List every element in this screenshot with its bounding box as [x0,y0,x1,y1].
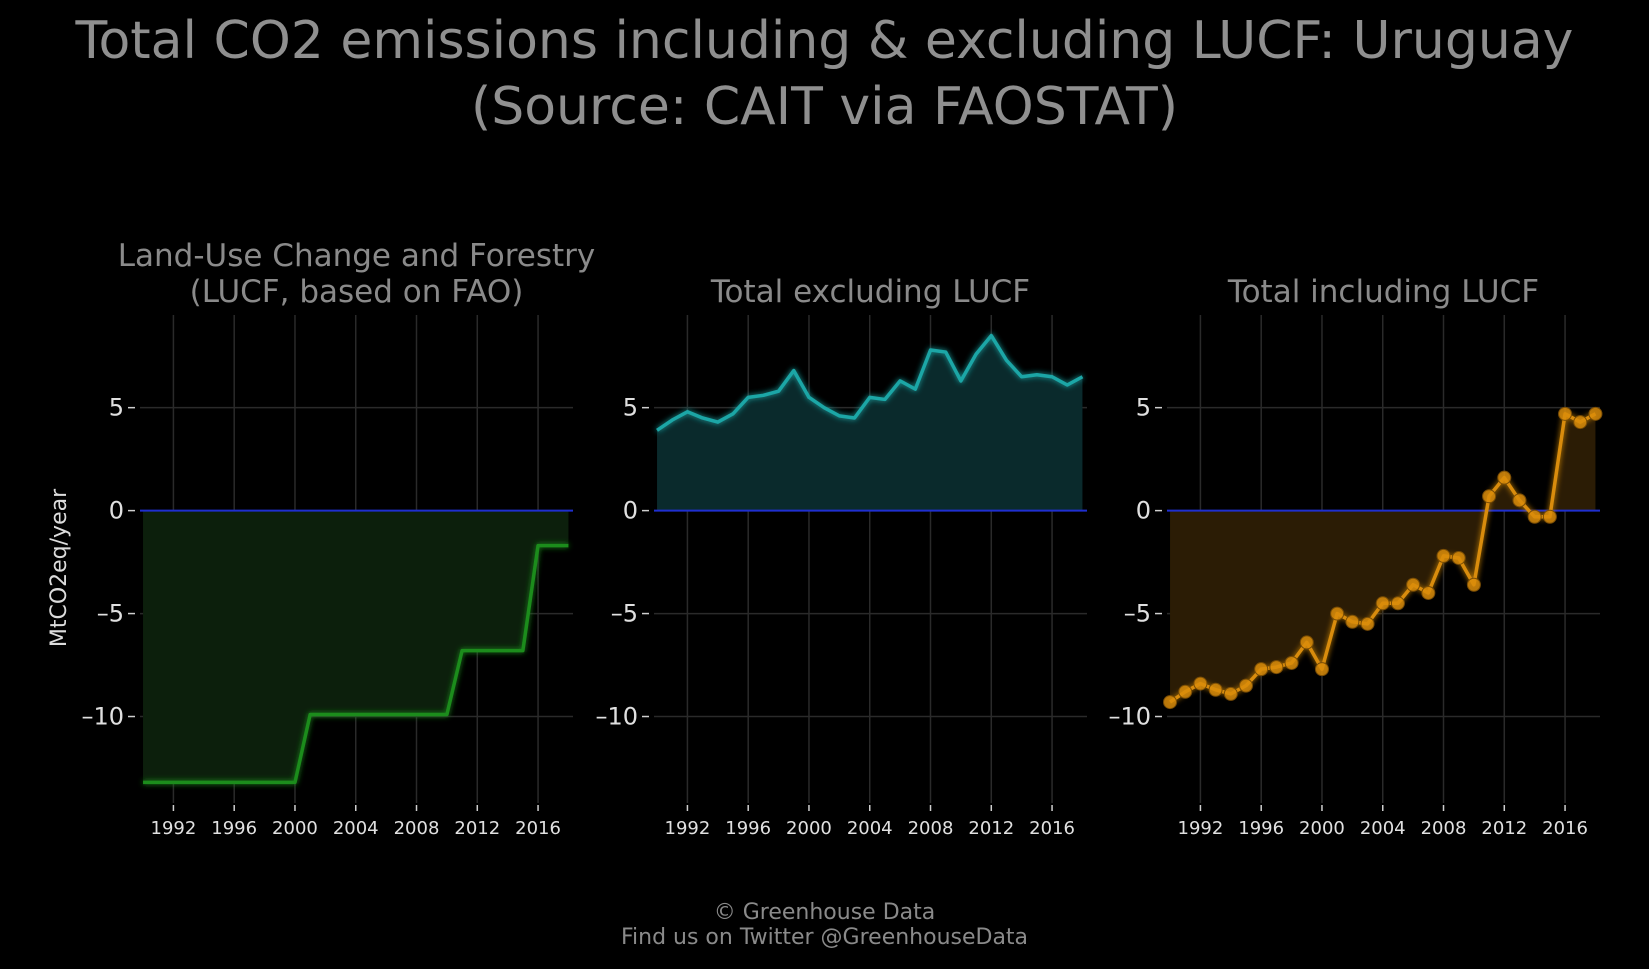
data-point [1178,684,1193,699]
data-point [1558,406,1573,421]
x-tick-label: 2016 [515,818,561,839]
x-tick-label: 2004 [1360,818,1406,839]
data-point [1223,686,1238,701]
series-line [143,543,569,785]
data-point [1451,550,1466,565]
x-tick-label: 2012 [1481,818,1527,839]
data-point [1269,660,1284,675]
footer-copyright: © Greenhouse Data [713,900,936,925]
y-tick-label: 0 [623,497,638,525]
x-tick-label: 2012 [454,818,500,839]
x-tick-label: 2012 [968,818,1014,839]
x-tick-label: 2008 [394,818,440,839]
panel-title-line: (LUCF, based on FAO) [190,274,524,310]
panel-title-line: Total including LUCF [1227,274,1539,310]
data-point [1314,662,1329,677]
data-point [1406,577,1421,592]
y-tick-label: 5 [109,394,124,422]
x-tick-label: 2016 [1029,818,1075,839]
x-tick-label: 2000 [786,818,832,839]
panel-1: Land-Use Change and Forestry(LUCF, based… [81,238,595,839]
data-point [1208,682,1223,697]
panel-2: Total excluding LUCF 5 0 –5 –10 1992 1996 2000 2… [595,274,1087,839]
panel-title-line: Total excluding LUCF [710,274,1030,310]
x-tick-label: 1992 [151,818,197,839]
y-tick-label: 0 [109,497,124,525]
x-tick-label: 2004 [847,818,893,839]
y-tick-label: –10 [81,703,124,731]
y-tick-label: –5 [97,600,124,628]
data-point [1527,509,1542,524]
data-point [1421,585,1436,600]
footer: © Greenhouse Data Find us on Twitter @Gr… [0,900,1649,950]
chart-title: Total CO2 emissions including & excludin… [0,8,1649,140]
data-point [1330,606,1345,621]
series-area [1170,413,1596,703]
x-tick-label: 1992 [665,818,711,839]
x-tick-label: 1996 [725,818,771,839]
data-point [1390,596,1405,611]
y-tick-label: –10 [595,703,638,731]
x-tick-label: 2000 [1299,818,1345,839]
data-point [1466,577,1481,592]
footer-twitter: Find us on Twitter @GreenhouseData [620,925,1029,950]
data-point [1254,662,1269,677]
data-point [1482,489,1497,504]
x-tick-label: 2008 [908,818,954,839]
x-tick-label: 2000 [272,818,318,839]
y-tick-label: –10 [1108,703,1151,731]
x-tick-label: 1996 [1238,818,1284,839]
y-tick-label: 5 [623,394,638,422]
data-point [1345,614,1360,629]
panel-title-line: Land-Use Change and Forestry [118,238,596,274]
data-point [1497,470,1512,485]
data-point [1284,655,1299,670]
series-area [143,510,569,783]
series-area [657,335,1083,511]
x-tick-label: 2016 [1542,818,1588,839]
data-point [1512,493,1527,508]
chart-title-line2: (Source: CAIT via FAOSTAT) [470,77,1179,137]
y-tick-label: –5 [611,600,638,628]
y-tick-label: 0 [1136,497,1151,525]
x-tick-label: 2008 [1421,818,1467,839]
y-axis-label: MtCO2eq/year [47,488,72,647]
x-tick-label: 2004 [333,818,379,839]
chart-title-line1: Total CO2 emissions including & excludin… [75,11,1574,71]
data-point [1573,415,1588,430]
panel-3: Total including LUCF 5 0 –5 –10 1992 1996 2000 2… [1108,274,1603,839]
y-tick-label: 5 [1136,394,1151,422]
data-point [1360,616,1375,631]
data-point [1542,509,1557,524]
data-point [1239,678,1254,693]
data-point [1436,548,1451,563]
data-point [1299,635,1314,650]
data-point [1193,676,1208,691]
series-line [656,333,1084,432]
data-point [1588,406,1603,421]
x-tick-label: 1996 [211,818,257,839]
data-point [1163,695,1178,710]
x-tick-label: 1992 [1178,818,1224,839]
y-tick-label: –5 [1124,600,1151,628]
data-point [1375,596,1390,611]
